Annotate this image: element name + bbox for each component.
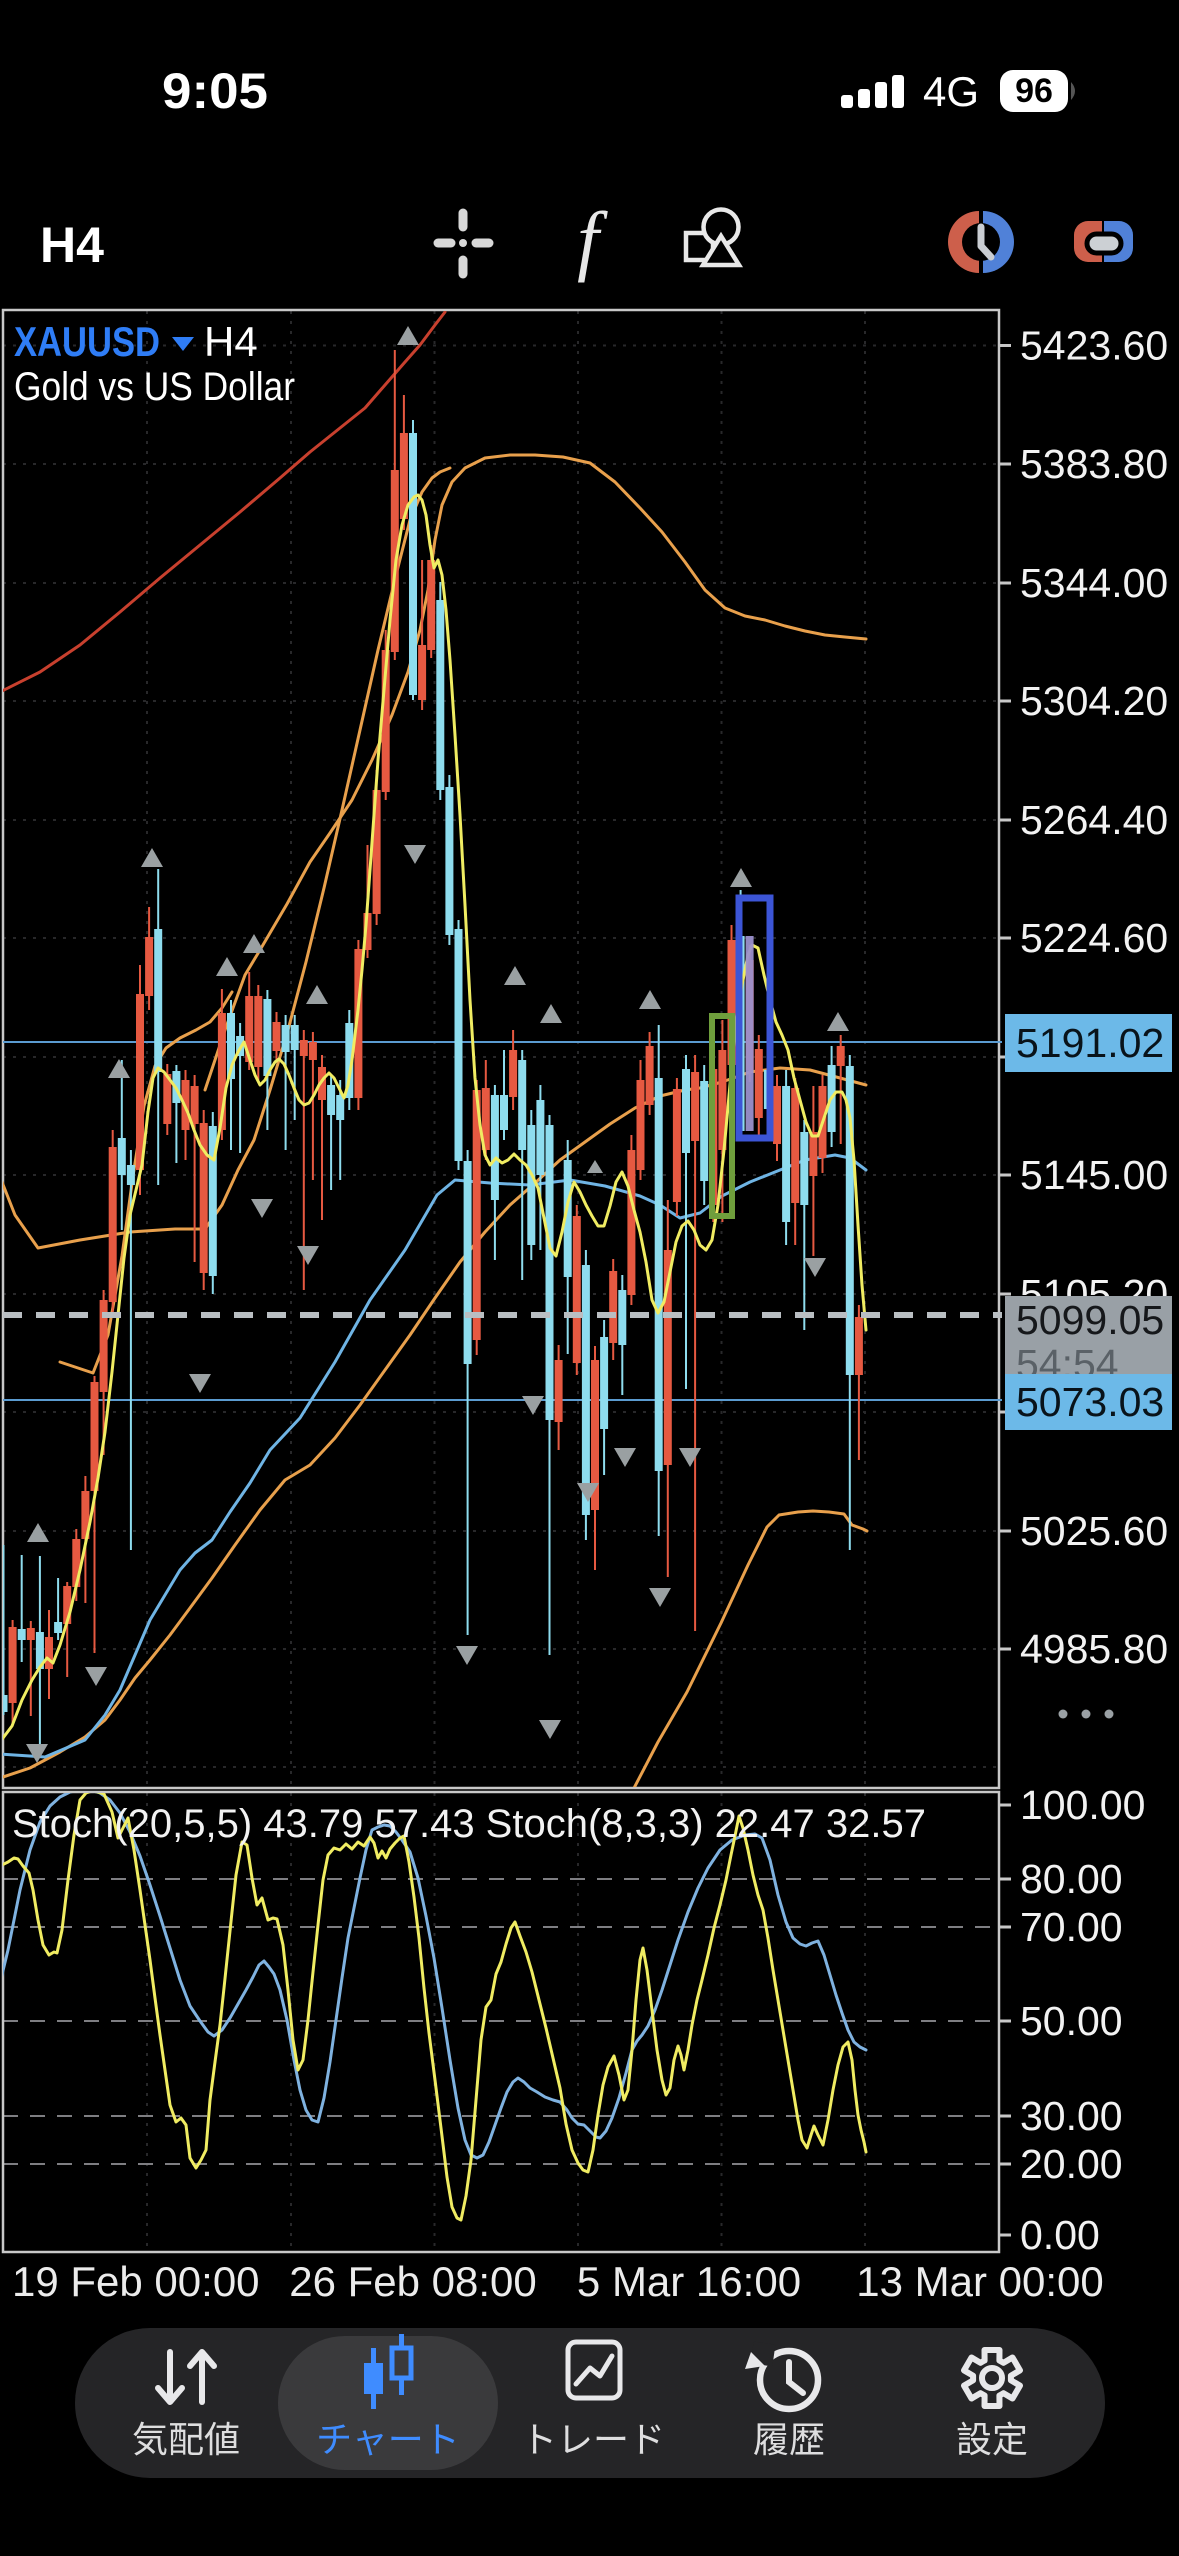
svg-text:気配値: 気配値 — [132, 2419, 240, 2460]
svg-text:4985.80: 4985.80 — [1020, 1626, 1168, 1672]
svg-text:5191.02: 5191.02 — [1016, 1020, 1164, 1066]
svg-text:5224.60: 5224.60 — [1020, 915, 1168, 961]
svg-text:Stoch(20,5,5) 43.79 57.43 S: Stoch(20,5,5) 43.79 57.43 Stoch(8,3,3) 2… — [12, 1802, 926, 1846]
svg-text:5304.20: 5304.20 — [1020, 678, 1168, 724]
svg-text:5344.00: 5344.00 — [1020, 560, 1168, 606]
svg-text:Gold vs US Dollar: Gold vs US Dollar — [14, 365, 295, 409]
svg-text:96: 96 — [1015, 72, 1053, 110]
svg-text:9:05: 9:05 — [162, 63, 268, 119]
svg-text:設定: 設定 — [956, 2419, 1028, 2460]
svg-text:26 Feb 08:00: 26 Feb 08:00 — [289, 2258, 537, 2305]
svg-text:H4: H4 — [40, 217, 104, 273]
svg-text:100.00: 100.00 — [1020, 1782, 1145, 1828]
svg-text:5073.03: 5073.03 — [1016, 1379, 1164, 1425]
svg-text:5145.00: 5145.00 — [1020, 1152, 1168, 1198]
svg-text:5383.80: 5383.80 — [1020, 441, 1168, 487]
svg-text:履歴: 履歴 — [753, 2419, 825, 2460]
svg-text:30.00: 30.00 — [1020, 2093, 1123, 2139]
svg-text:5099.05: 5099.05 — [1016, 1297, 1164, 1343]
svg-text:19 Feb 00:00: 19 Feb 00:00 — [12, 2258, 260, 2305]
svg-text:4G: 4G — [923, 68, 979, 115]
svg-text:80.00: 80.00 — [1020, 1856, 1123, 1902]
svg-text:50.00: 50.00 — [1020, 1998, 1123, 2044]
svg-text:5025.60: 5025.60 — [1020, 1508, 1168, 1554]
svg-text:チャート: チャート — [316, 2419, 460, 2460]
svg-text:H4: H4 — [204, 318, 258, 365]
svg-text:70.00: 70.00 — [1020, 1904, 1123, 1950]
svg-text:20.00: 20.00 — [1020, 2141, 1123, 2187]
svg-text:5264.40: 5264.40 — [1020, 797, 1168, 843]
svg-text:5 Mar 16:00: 5 Mar 16:00 — [577, 2258, 801, 2305]
svg-text:0.00: 0.00 — [1020, 2212, 1100, 2258]
svg-text:XAUUSD: XAUUSD — [14, 318, 160, 365]
svg-text:トレード: トレード — [521, 2419, 665, 2460]
svg-text:13 Mar 00:00: 13 Mar 00:00 — [856, 2258, 1104, 2305]
svg-text:5423.60: 5423.60 — [1020, 323, 1168, 369]
